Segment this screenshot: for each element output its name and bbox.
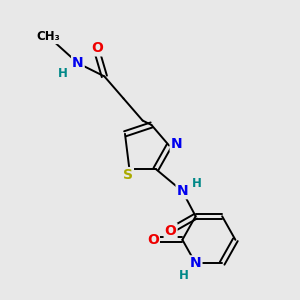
Text: H: H bbox=[192, 177, 202, 190]
Text: N: N bbox=[171, 137, 182, 151]
Text: H: H bbox=[179, 268, 189, 282]
Text: S: S bbox=[123, 168, 133, 182]
Text: N: N bbox=[190, 256, 202, 270]
Text: O: O bbox=[91, 41, 103, 56]
Text: H: H bbox=[58, 67, 68, 80]
Text: O: O bbox=[147, 233, 159, 247]
Text: N: N bbox=[72, 56, 84, 70]
Text: O: O bbox=[165, 224, 176, 238]
Text: N: N bbox=[177, 184, 188, 198]
Text: CH₃: CH₃ bbox=[37, 30, 60, 43]
